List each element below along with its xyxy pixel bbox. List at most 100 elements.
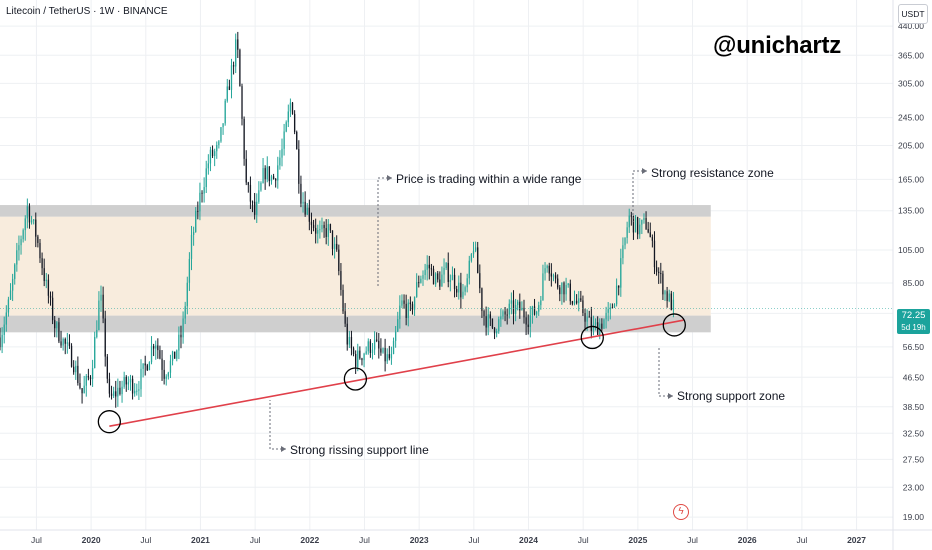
lightning-icon[interactable]: ϟ bbox=[673, 504, 689, 520]
candle-body bbox=[348, 336, 350, 345]
candle-body bbox=[548, 265, 550, 274]
candle-body bbox=[609, 307, 611, 310]
candle-body bbox=[298, 149, 300, 184]
candle-body bbox=[592, 324, 595, 331]
candle-body bbox=[188, 258, 191, 283]
candle-body bbox=[424, 269, 426, 276]
candle-body bbox=[258, 190, 260, 202]
annotation-resistance: Strong resistance zone bbox=[651, 166, 774, 180]
candle-body bbox=[312, 224, 315, 228]
candle-body bbox=[662, 273, 664, 295]
y-tick-label: 56.50 bbox=[903, 342, 925, 352]
candle-body bbox=[403, 300, 405, 304]
candle-body bbox=[161, 358, 163, 370]
candle-body bbox=[308, 207, 311, 222]
candle-body bbox=[319, 229, 321, 231]
candle-body bbox=[325, 228, 327, 237]
candle-body bbox=[565, 285, 567, 295]
candle-body bbox=[533, 306, 536, 315]
y-tick-label: 23.00 bbox=[903, 482, 925, 492]
candle-body bbox=[256, 201, 258, 215]
candle-body bbox=[131, 378, 134, 394]
candle-body bbox=[651, 237, 654, 241]
candle-body bbox=[33, 219, 35, 221]
candle-body bbox=[182, 318, 184, 338]
candle-body bbox=[561, 282, 563, 295]
candle-body bbox=[512, 300, 515, 314]
candle-body bbox=[144, 363, 146, 366]
candle-body bbox=[649, 232, 651, 238]
candle-body bbox=[291, 102, 294, 114]
candle-body bbox=[9, 290, 12, 300]
annotation-support-line: Strong rissing support line bbox=[290, 443, 429, 457]
candle-body bbox=[550, 273, 553, 277]
low-circle bbox=[97, 410, 121, 434]
candle-body bbox=[296, 131, 298, 150]
candle-body bbox=[216, 145, 218, 152]
leader-arrowhead bbox=[642, 168, 647, 174]
x-tick-label: 2024 bbox=[519, 535, 538, 545]
currency-button[interactable]: USDT bbox=[898, 4, 928, 24]
candle-body bbox=[293, 113, 296, 132]
candle-body bbox=[359, 350, 361, 359]
candle-body bbox=[43, 268, 45, 282]
candle-body bbox=[230, 65, 233, 90]
candle-body bbox=[428, 264, 430, 269]
candle-body bbox=[89, 377, 92, 380]
candle-body bbox=[655, 267, 658, 272]
candle-body bbox=[300, 183, 302, 204]
candle-body bbox=[371, 349, 374, 353]
candle-body bbox=[544, 268, 546, 274]
candle-body bbox=[632, 215, 635, 233]
candle-body bbox=[321, 224, 323, 230]
y-tick-label: 135.00 bbox=[898, 206, 924, 216]
candle-body bbox=[45, 279, 47, 282]
candle-body bbox=[121, 386, 123, 395]
y-tick-label: 105.00 bbox=[898, 245, 924, 255]
candle-body bbox=[439, 279, 441, 287]
candle-body bbox=[653, 240, 656, 268]
candle-body bbox=[498, 319, 500, 332]
x-tick-label: 2027 bbox=[847, 535, 866, 545]
candle-body bbox=[203, 187, 205, 194]
candle-body bbox=[18, 245, 20, 251]
candle-body bbox=[184, 306, 186, 319]
candle-body bbox=[117, 387, 119, 397]
candle-body bbox=[329, 224, 332, 231]
candle-body bbox=[626, 227, 628, 238]
candle-body bbox=[517, 301, 519, 306]
candle-body bbox=[70, 345, 73, 367]
candle-body bbox=[0, 337, 1, 348]
candle-body bbox=[563, 282, 565, 295]
candle-body bbox=[647, 229, 649, 233]
zone-range bbox=[0, 216, 711, 316]
x-tick-label: 2022 bbox=[300, 535, 319, 545]
candle-body bbox=[37, 236, 39, 243]
y-tick-label: 305.00 bbox=[898, 78, 924, 88]
candle-body bbox=[382, 347, 384, 353]
bar-countdown: 5d 19h bbox=[901, 323, 926, 332]
candle-body bbox=[384, 347, 386, 362]
candle-body bbox=[394, 331, 397, 341]
candle-body bbox=[449, 280, 452, 282]
candle-body bbox=[35, 219, 37, 237]
x-tick-label: Jul bbox=[578, 535, 589, 545]
candle-body bbox=[373, 339, 376, 350]
candle-body bbox=[584, 313, 586, 322]
candle-body bbox=[613, 304, 616, 308]
candle-body bbox=[588, 316, 590, 318]
candle-body bbox=[272, 176, 275, 180]
candle-body bbox=[521, 307, 523, 311]
candle-body bbox=[432, 268, 435, 285]
candle-body bbox=[150, 346, 153, 363]
candle-body bbox=[634, 217, 637, 233]
candle-body bbox=[363, 353, 365, 361]
candle-body bbox=[47, 279, 50, 296]
candle-body bbox=[618, 285, 620, 288]
annotation-range: Price is trading within a wide range bbox=[396, 172, 582, 186]
candle-body bbox=[352, 348, 355, 354]
candle-body bbox=[22, 230, 24, 240]
candle-body bbox=[664, 291, 666, 295]
